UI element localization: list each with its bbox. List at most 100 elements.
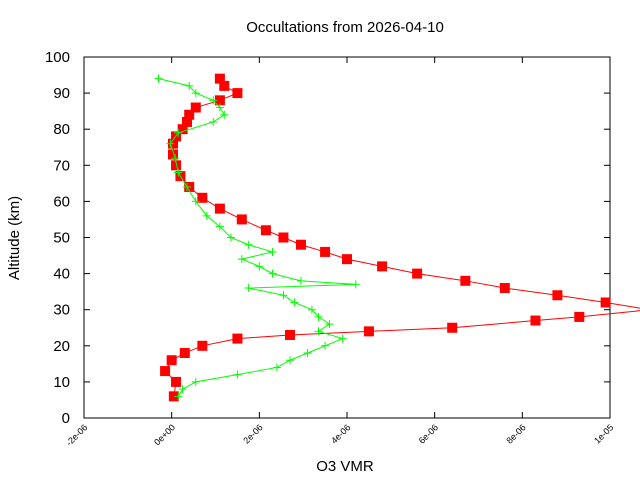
data-point bbox=[303, 349, 312, 358]
data-point bbox=[290, 298, 299, 307]
data-point bbox=[209, 96, 218, 105]
data-point bbox=[197, 192, 208, 203]
data-point bbox=[202, 211, 211, 220]
data-point bbox=[244, 240, 253, 249]
data-point bbox=[255, 262, 264, 271]
series-layer bbox=[154, 73, 640, 402]
data-point bbox=[320, 246, 331, 257]
data-point bbox=[530, 315, 541, 326]
data-point bbox=[244, 284, 253, 293]
data-point bbox=[171, 376, 182, 387]
data-point bbox=[338, 334, 347, 343]
data-point bbox=[447, 322, 458, 333]
data-point bbox=[278, 232, 289, 243]
data-point bbox=[190, 102, 201, 113]
data-point bbox=[226, 233, 235, 242]
data-point bbox=[377, 261, 388, 272]
data-point bbox=[237, 255, 246, 264]
data-point bbox=[214, 95, 225, 106]
data-point bbox=[166, 139, 175, 148]
y-tick-label: 10 bbox=[53, 374, 70, 391]
data-point bbox=[286, 356, 295, 365]
data-point bbox=[191, 197, 200, 206]
data-point bbox=[174, 392, 183, 401]
y-tick-label: 100 bbox=[45, 49, 70, 66]
data-point bbox=[342, 254, 352, 265]
data-point bbox=[174, 168, 183, 177]
data-point bbox=[185, 81, 194, 90]
y-tick-label: 40 bbox=[53, 266, 70, 283]
data-point bbox=[351, 280, 360, 289]
x-tick-label: 0e+00 bbox=[152, 422, 177, 447]
data-point bbox=[232, 88, 243, 99]
data-point bbox=[314, 312, 323, 321]
data-point bbox=[171, 160, 182, 171]
data-point bbox=[214, 203, 225, 214]
data-point bbox=[215, 103, 224, 112]
data-point bbox=[233, 370, 242, 379]
data-point bbox=[279, 291, 288, 300]
x-axis-label: O3 VMR bbox=[316, 458, 374, 475]
series-1 bbox=[154, 74, 360, 401]
y-tick-label: 90 bbox=[53, 85, 70, 102]
data-point bbox=[167, 149, 178, 160]
data-point bbox=[191, 377, 200, 386]
data-point bbox=[184, 109, 195, 120]
data-point bbox=[220, 110, 229, 119]
data-point bbox=[325, 320, 334, 329]
x-tick-label: 4e-06 bbox=[329, 422, 352, 445]
data-point bbox=[295, 239, 306, 250]
data-point bbox=[499, 283, 510, 294]
series-line bbox=[164, 78, 640, 397]
data-point bbox=[232, 333, 243, 344]
data-point bbox=[182, 116, 193, 127]
x-tick-label: 1e-05 bbox=[592, 422, 615, 445]
data-point bbox=[236, 214, 247, 225]
chart-title: Occultations from 2026-04-10 bbox=[246, 19, 444, 36]
data-point bbox=[191, 89, 200, 98]
y-tick-label: 60 bbox=[53, 193, 70, 210]
data-point bbox=[321, 341, 330, 350]
data-point bbox=[285, 329, 296, 340]
data-point bbox=[412, 268, 423, 279]
data-point bbox=[296, 276, 305, 285]
data-point bbox=[600, 297, 611, 308]
data-point bbox=[166, 355, 177, 366]
data-point bbox=[177, 124, 188, 135]
data-point bbox=[552, 290, 563, 301]
data-point bbox=[260, 225, 271, 236]
y-tick-label: 80 bbox=[53, 121, 70, 138]
data-point bbox=[154, 74, 163, 83]
data-point bbox=[183, 182, 192, 191]
x-tick-label: 6e-06 bbox=[417, 422, 440, 445]
y-tick-label: 50 bbox=[53, 230, 70, 247]
data-point bbox=[209, 117, 218, 126]
data-point bbox=[171, 154, 180, 163]
data-point bbox=[314, 327, 323, 336]
y-tick-label: 20 bbox=[53, 338, 70, 355]
y-axis-label: Altitude (km) bbox=[6, 196, 23, 280]
y-tick-label: 0 bbox=[62, 410, 70, 427]
data-point bbox=[272, 363, 281, 372]
x-tick-label: 8e-06 bbox=[504, 422, 527, 445]
x-tick-label: 2e-06 bbox=[241, 422, 264, 445]
data-point bbox=[363, 326, 374, 337]
data-point bbox=[219, 80, 230, 91]
data-point bbox=[168, 391, 179, 402]
data-point bbox=[174, 128, 183, 137]
data-point bbox=[197, 340, 208, 351]
data-point bbox=[460, 275, 471, 286]
data-point bbox=[307, 305, 316, 314]
data-point bbox=[214, 73, 225, 84]
plot-frame bbox=[83, 56, 611, 419]
data-point bbox=[268, 269, 277, 278]
y-tick-label: 70 bbox=[53, 157, 70, 174]
data-point bbox=[160, 366, 171, 377]
data-point bbox=[215, 222, 224, 231]
data-point bbox=[268, 247, 277, 256]
data-point bbox=[574, 311, 585, 322]
data-point bbox=[178, 385, 187, 394]
data-point bbox=[179, 348, 190, 359]
